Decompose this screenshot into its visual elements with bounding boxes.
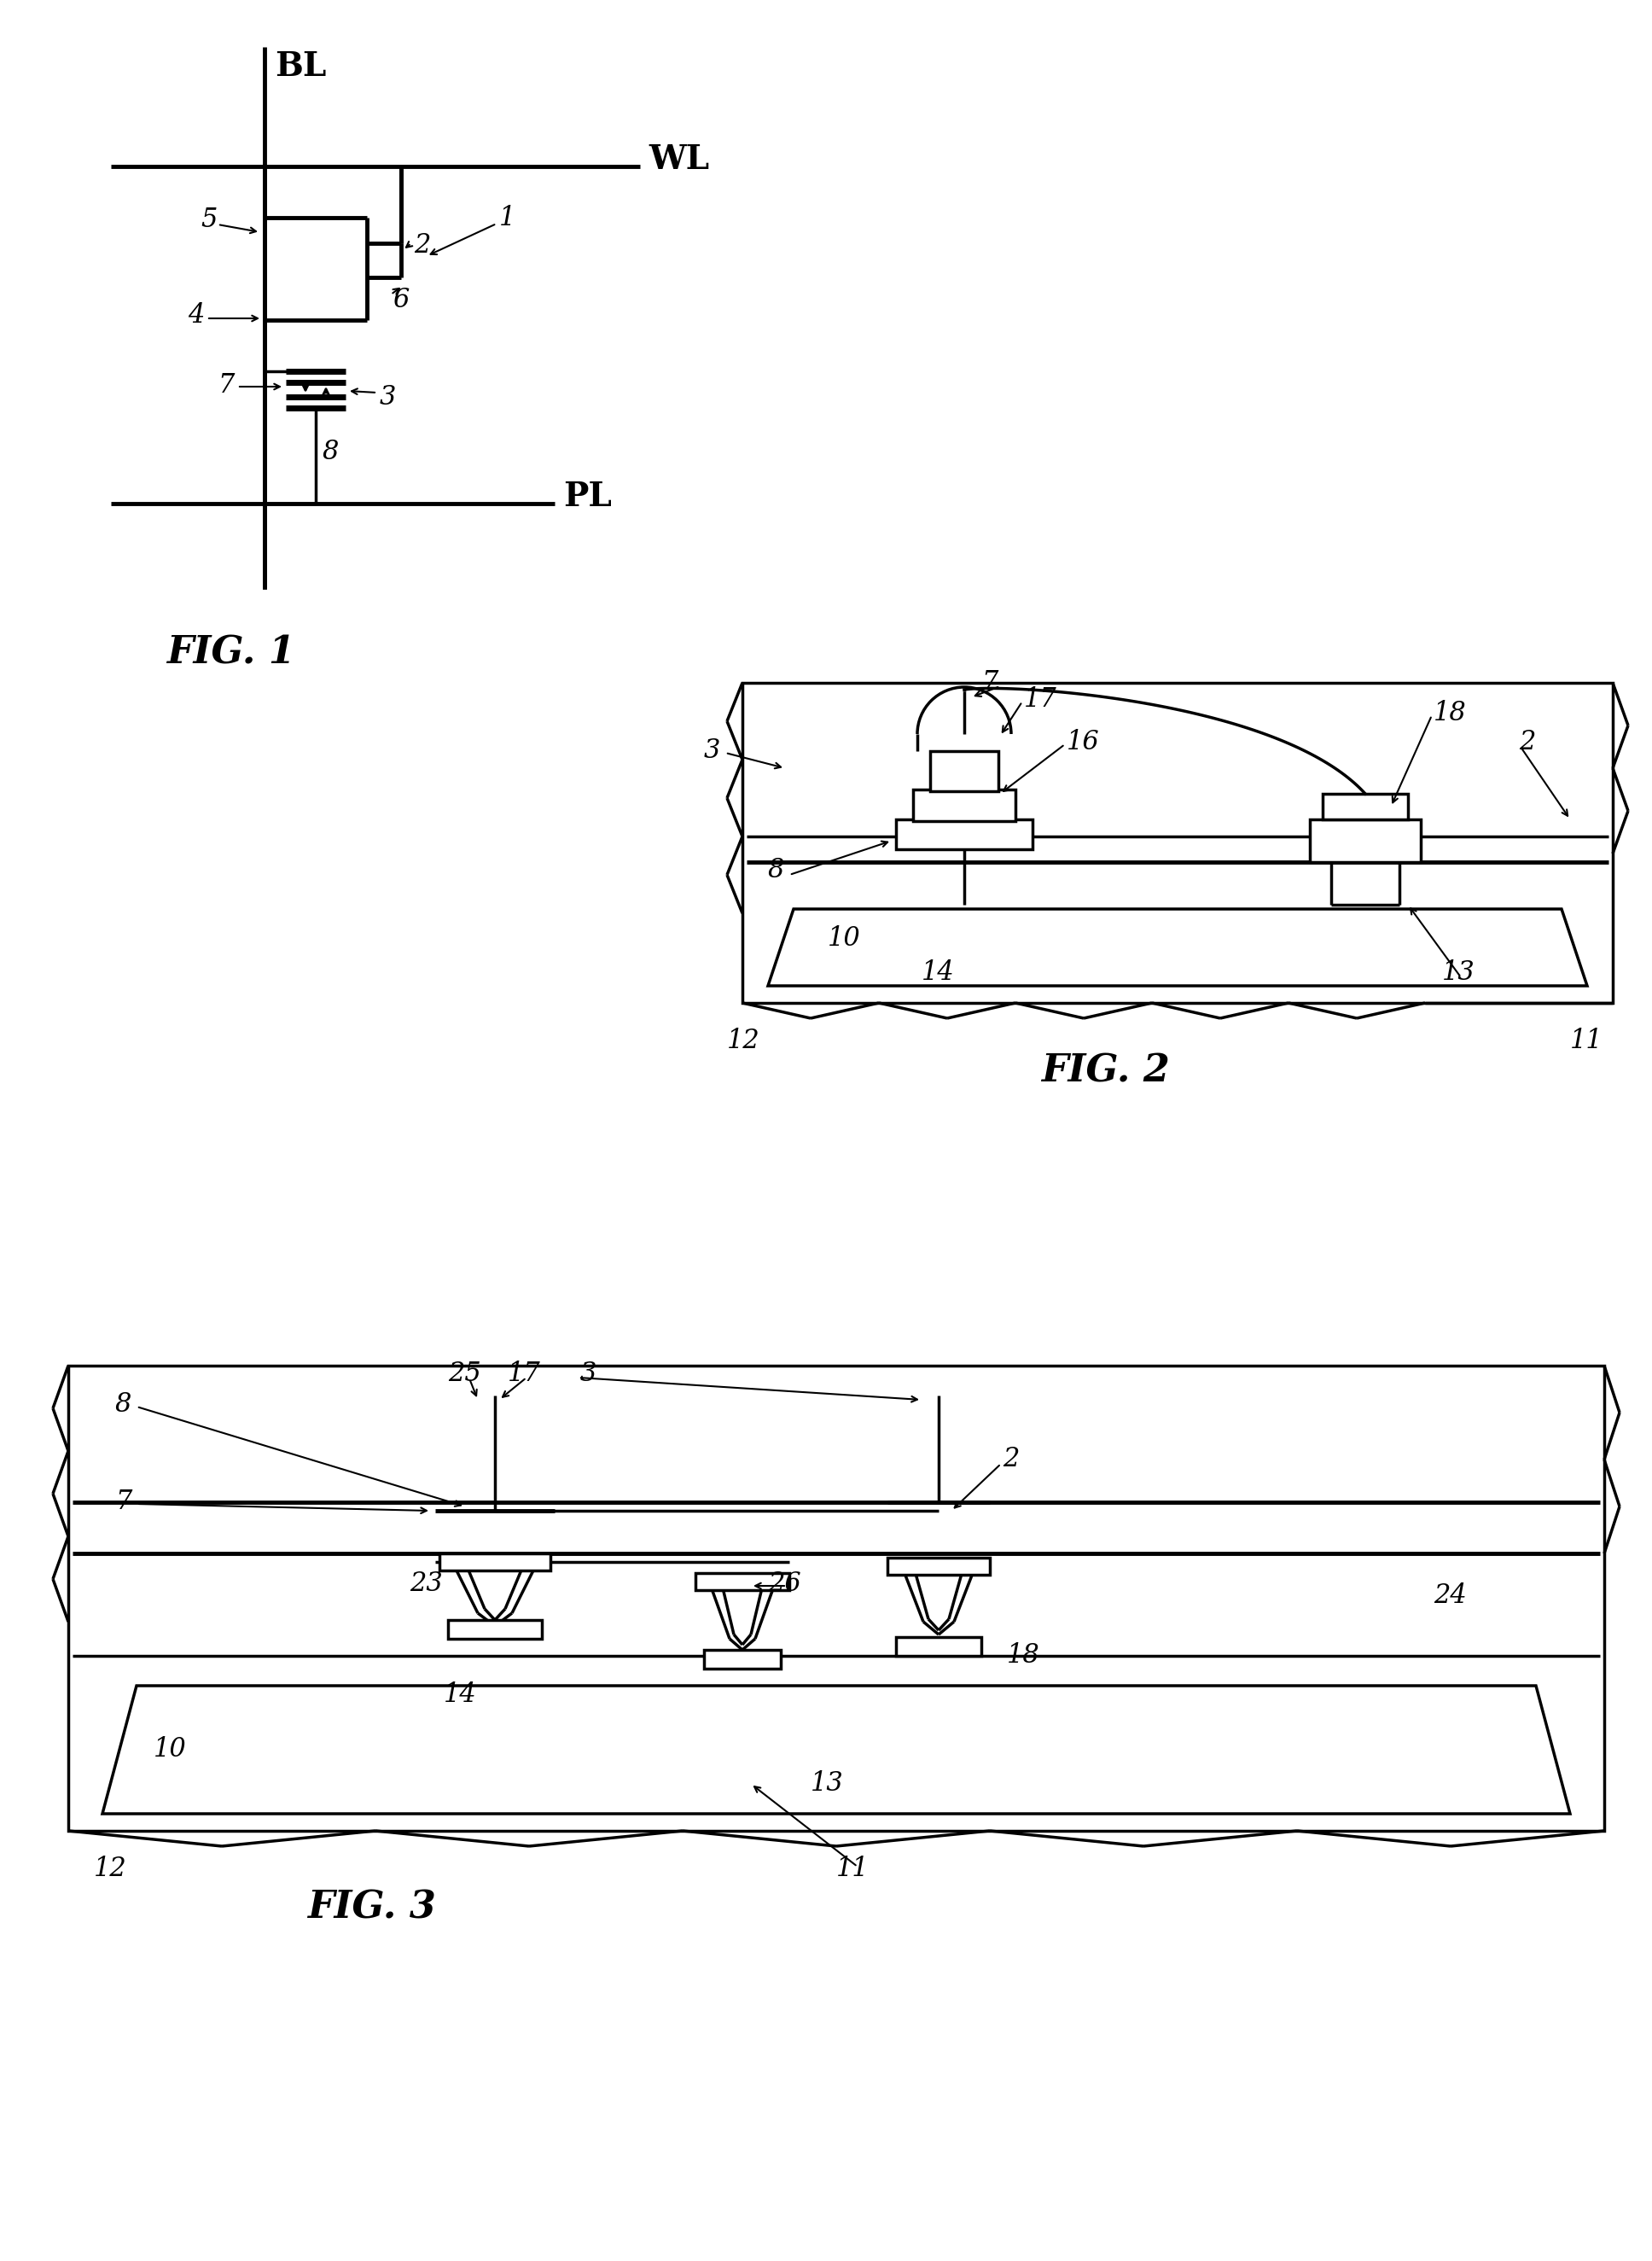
- Text: 14: 14: [922, 959, 955, 986]
- Text: 8: 8: [768, 857, 785, 884]
- Bar: [1310, 818, 1421, 861]
- Bar: [695, 1574, 790, 1589]
- Bar: [448, 1619, 542, 1639]
- Text: 7: 7: [116, 1490, 132, 1515]
- Text: 3: 3: [380, 384, 396, 409]
- Text: 7: 7: [218, 373, 235, 398]
- Bar: [914, 789, 1016, 821]
- Text: 13: 13: [1442, 959, 1475, 986]
- Text: 11: 11: [836, 1856, 869, 1883]
- Bar: [439, 1553, 550, 1571]
- Text: 3: 3: [704, 737, 720, 764]
- Text: 26: 26: [768, 1569, 801, 1596]
- Text: 12: 12: [94, 1856, 127, 1883]
- Text: 25: 25: [448, 1361, 481, 1388]
- Text: FIG. 1: FIG. 1: [167, 635, 296, 672]
- Text: 2: 2: [415, 233, 431, 260]
- Text: 16: 16: [1067, 730, 1100, 755]
- Text: 12: 12: [727, 1029, 760, 1054]
- Text: 6: 6: [393, 287, 410, 314]
- Text: 23: 23: [410, 1569, 443, 1596]
- Text: 2: 2: [1003, 1447, 1019, 1472]
- Text: 1: 1: [499, 203, 515, 231]
- Bar: [742, 683, 1612, 1004]
- Bar: [704, 1651, 781, 1669]
- Text: 13: 13: [811, 1770, 844, 1797]
- Text: 3: 3: [580, 1361, 596, 1388]
- Bar: [895, 818, 1032, 850]
- Text: FIG. 2: FIG. 2: [1041, 1054, 1170, 1090]
- Text: PL: PL: [563, 482, 611, 513]
- Bar: [1323, 794, 1408, 818]
- Text: 7: 7: [981, 669, 998, 696]
- Text: 14: 14: [444, 1680, 477, 1707]
- Polygon shape: [768, 909, 1588, 986]
- Text: 5: 5: [200, 208, 216, 233]
- Text: 8: 8: [322, 439, 339, 466]
- Text: 11: 11: [1569, 1029, 1602, 1054]
- Bar: [887, 1558, 990, 1574]
- Text: 18: 18: [1008, 1644, 1041, 1669]
- Text: 2: 2: [1518, 730, 1535, 755]
- Text: BL: BL: [274, 50, 327, 84]
- Text: 4: 4: [188, 303, 205, 330]
- Text: 24: 24: [1434, 1583, 1467, 1610]
- Text: 10: 10: [154, 1736, 187, 1764]
- Polygon shape: [102, 1687, 1569, 1813]
- Text: FIG. 3: FIG. 3: [307, 1890, 436, 1926]
- Text: WL: WL: [649, 142, 709, 176]
- Bar: [930, 751, 998, 791]
- Text: 17: 17: [1024, 687, 1057, 712]
- Bar: [895, 1637, 981, 1655]
- Text: 18: 18: [1434, 699, 1467, 726]
- Text: 10: 10: [828, 925, 861, 952]
- Text: 17: 17: [507, 1361, 540, 1388]
- Bar: [68, 1366, 1604, 1831]
- Text: 8: 8: [116, 1391, 132, 1418]
